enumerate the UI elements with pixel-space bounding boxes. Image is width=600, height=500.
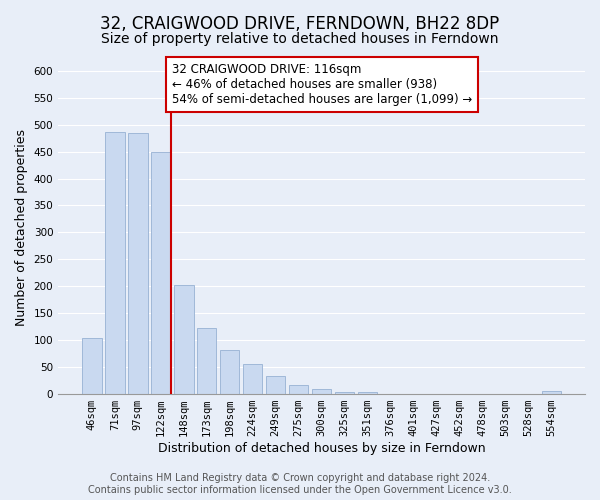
- Bar: [243, 364, 262, 394]
- Bar: [335, 392, 355, 394]
- X-axis label: Distribution of detached houses by size in Ferndown: Distribution of detached houses by size …: [158, 442, 485, 455]
- Text: Size of property relative to detached houses in Ferndown: Size of property relative to detached ho…: [101, 32, 499, 46]
- Bar: [82, 338, 101, 394]
- Bar: [197, 328, 217, 394]
- Bar: [266, 376, 286, 394]
- Text: 32, CRAIGWOOD DRIVE, FERNDOWN, BH22 8DP: 32, CRAIGWOOD DRIVE, FERNDOWN, BH22 8DP: [100, 15, 500, 33]
- Bar: [220, 350, 239, 394]
- Text: 32 CRAIGWOOD DRIVE: 116sqm
← 46% of detached houses are smaller (938)
54% of sem: 32 CRAIGWOOD DRIVE: 116sqm ← 46% of deta…: [172, 62, 473, 106]
- Bar: [312, 389, 331, 394]
- Bar: [289, 386, 308, 394]
- Text: Contains HM Land Registry data © Crown copyright and database right 2024.
Contai: Contains HM Land Registry data © Crown c…: [88, 474, 512, 495]
- Bar: [174, 285, 194, 394]
- Bar: [542, 392, 561, 394]
- Bar: [128, 134, 148, 394]
- Bar: [105, 132, 125, 394]
- Y-axis label: Number of detached properties: Number of detached properties: [15, 128, 28, 326]
- Bar: [358, 392, 377, 394]
- Bar: [151, 152, 170, 394]
